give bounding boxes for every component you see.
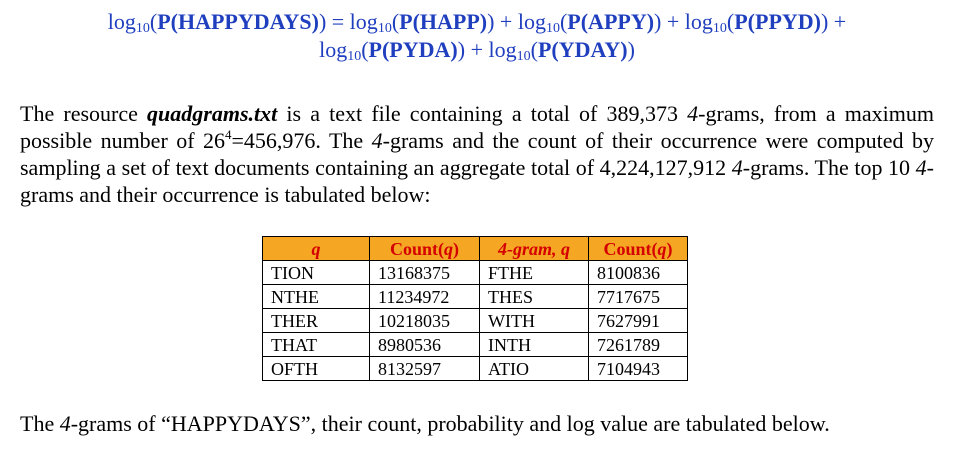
table-cell: NTHE (262, 284, 370, 309)
exponent: 4 (225, 127, 232, 142)
table-cell: 10218035 (369, 308, 480, 333)
operator-text: ) + log (654, 9, 713, 34)
table-header-row: q Count(q) 4-gram, q Count(q) (262, 236, 688, 261)
table-cell: 7717675 (588, 284, 688, 309)
table-cell: TION (262, 260, 370, 285)
table-cell: 11234972 (369, 284, 480, 309)
table-cell: 7261789 (588, 332, 688, 357)
header-text: ) (453, 238, 459, 259)
equation: log10(P(HAPPYDAYS)) = log10(P(HAPP)) + l… (0, 8, 954, 64)
paren: ( (726, 9, 735, 34)
table-row: OFTH 8132597 ATIO 7104943 (262, 356, 688, 381)
prob-term: P(HAPPYDAYS) (157, 9, 319, 34)
header-4gram: 4-gram, q (479, 236, 589, 261)
table-row: TION 13168375 FTHE 8100836 (262, 260, 688, 285)
operator-text: ) + (820, 9, 847, 34)
log-base: 10 (347, 49, 362, 64)
prob-term: P(HAPP) (399, 9, 488, 34)
italic-number: 4 (687, 101, 699, 126)
header-var: q (444, 238, 453, 259)
header-text: 4-gram, (498, 238, 561, 259)
log-base: 10 (135, 21, 150, 36)
table-cell: ATIO (479, 356, 589, 381)
paren: ( (391, 9, 400, 34)
operator-text: ) = log (318, 9, 378, 34)
table-cell: THAT (262, 332, 370, 357)
description-paragraph: The resource quadgrams.txt is a text fil… (20, 100, 934, 208)
header-text: Count( (389, 238, 444, 259)
paragraph-text: is a text file containing a total of 389… (277, 101, 688, 126)
log-base: 10 (712, 21, 727, 36)
prob-term: P(YDAY) (537, 37, 628, 62)
paragraph-text: -grams and the count of their occurrence… (20, 128, 934, 180)
paragraph-text: The resource (20, 101, 148, 126)
paren: ( (149, 9, 158, 34)
paren: ( (559, 9, 568, 34)
filename: quadgrams.txt (147, 101, 278, 126)
equation-line-2: log10(P(PYDA)) + log10(P(YDAY)) (0, 36, 954, 64)
table-row: THAT 8980536 INTH 7261789 (262, 332, 688, 357)
table-cell: 7627991 (588, 308, 688, 333)
header-text: Count( (603, 238, 658, 259)
table-row: NTHE 11234972 THES 7717675 (262, 284, 688, 309)
operator-text: ) (627, 37, 635, 62)
italic-number: 4 (371, 128, 383, 153)
operator-text: ) + log (457, 37, 517, 62)
header-count-1: Count(q) (369, 236, 480, 261)
closing-sentence: The 4-grams of “HAPPYDAYS”, their count,… (20, 410, 830, 437)
prob-term: P(PPYD) (734, 9, 821, 34)
table-cell: WITH (479, 308, 589, 333)
table-cell: 8100836 (588, 260, 688, 285)
table-cell: 13168375 (369, 260, 480, 285)
table-cell: 8132597 (369, 356, 480, 381)
prob-term: P(PYDA) (368, 37, 458, 62)
equation-line-1: log10(P(HAPPYDAYS)) = log10(P(HAPP)) + l… (0, 8, 954, 36)
table-row: THER 10218035 WITH 7627991 (262, 308, 688, 333)
log-base: 10 (377, 21, 392, 36)
table-cell: INTH (479, 332, 589, 357)
paragraph-text: =456,976. The (231, 128, 372, 153)
table-cell: 8980536 (369, 332, 480, 357)
header-q: q (262, 236, 370, 261)
table-cell: OFTH (262, 356, 370, 381)
operator-text: ) + log (487, 9, 546, 34)
table-cell: THER (262, 308, 370, 333)
log-base: 10 (516, 49, 531, 64)
table-cell: 7104943 (588, 356, 688, 381)
quadgram-table: q Count(q) 4-gram, q Count(q) TION 13168… (262, 236, 688, 381)
italic-number: 4 (731, 155, 743, 180)
prob-term: P(APPY) (567, 9, 655, 34)
table-cell: FTHE (479, 260, 589, 285)
log-base: 10 (545, 21, 560, 36)
table-cell: THES (479, 284, 589, 309)
italic-number: 4 (915, 155, 927, 180)
paren: ( (530, 37, 538, 62)
header-text: q (311, 238, 321, 259)
closing-text: -grams of “HAPPYDAYS”, their count, prob… (70, 411, 830, 436)
log-text: log (319, 37, 348, 62)
log-text: log (107, 9, 136, 34)
paren: ( (361, 37, 369, 62)
italic-number: 4 (59, 411, 71, 436)
header-text: ) (666, 238, 673, 259)
closing-text: The (20, 411, 60, 436)
paragraph-text: -grams, from a maximum possible number o… (20, 101, 934, 153)
paragraph-text: -grams. The top 10 (742, 155, 916, 180)
header-var: q (561, 238, 570, 259)
header-count-2: Count(q) (588, 236, 688, 261)
header-var: q (657, 238, 667, 259)
paragraph-text: -grams and their occurrence is tabulated… (20, 155, 934, 207)
